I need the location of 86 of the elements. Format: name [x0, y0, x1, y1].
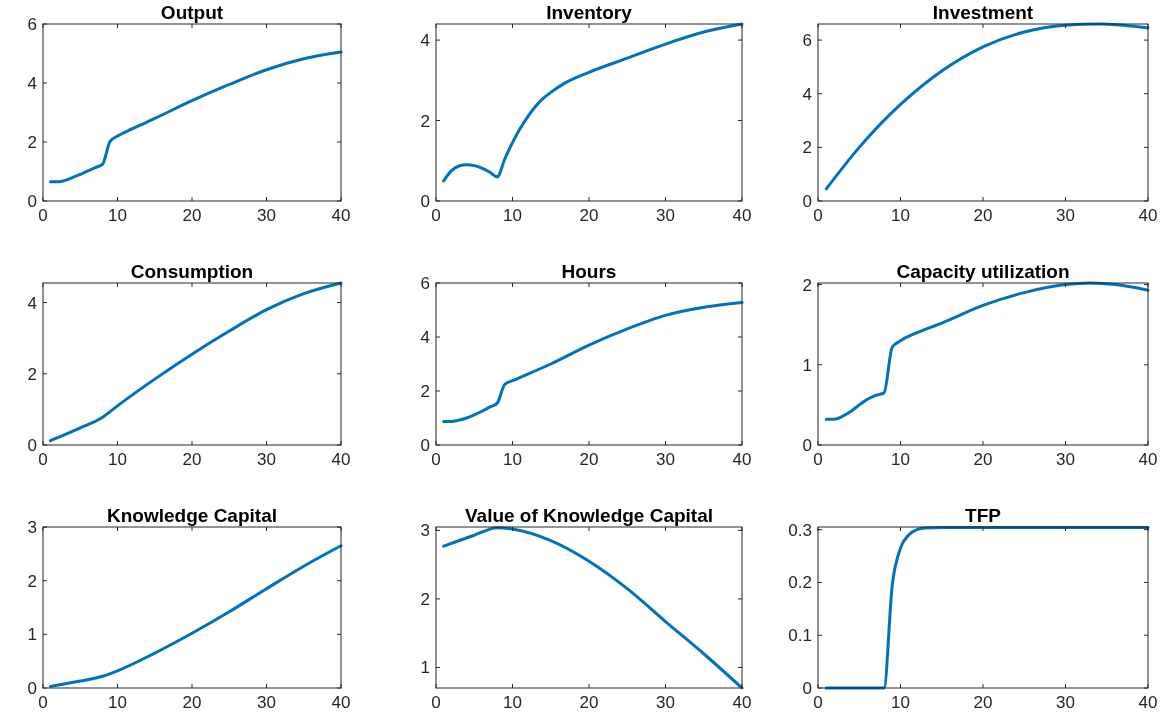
y-tick-label: 3	[27, 518, 37, 537]
chart-title: Capacity utilization	[896, 261, 1070, 282]
x-tick-label: 10	[108, 450, 127, 469]
x-tick-label: 30	[1056, 206, 1075, 225]
x-tick-label: 20	[973, 693, 993, 712]
x-tick-label: 10	[503, 206, 522, 225]
x-tick-label: 20	[973, 206, 993, 225]
y-tick-label: 6	[420, 274, 430, 293]
y-tick-label: 0	[802, 679, 812, 698]
chart-title: Output	[160, 2, 224, 23]
line-series	[48, 50, 343, 184]
x-tick-label: 40	[331, 693, 351, 712]
y-tick-label: 0	[27, 436, 37, 455]
x-tick-label: 40	[331, 450, 351, 469]
chart-title: Hours	[561, 261, 617, 282]
x-tick-label: 30	[1056, 450, 1075, 469]
y-tick-label: 3	[420, 521, 430, 541]
y-tick-label: 4	[420, 31, 430, 51]
x-tick-label: 40	[1138, 206, 1158, 225]
y-tick-label: 1	[420, 658, 430, 678]
x-tick-label: 30	[257, 206, 276, 225]
x-tick-label: 20	[579, 206, 599, 225]
y-tick-label: 0	[420, 436, 430, 455]
y-tick-label: 0.2	[788, 573, 812, 593]
x-tick-label: 20	[182, 693, 202, 712]
x-tick-label: 30	[257, 450, 276, 469]
x-tick-label: 10	[503, 450, 522, 469]
x-tick-label: 10	[891, 693, 910, 712]
y-tick-label: 6	[27, 15, 37, 34]
y-tick-label: 4	[27, 293, 37, 313]
x-tick-label: 30	[656, 450, 675, 469]
x-tick-label: 20	[182, 450, 202, 469]
x-tick-label: 30	[656, 206, 675, 225]
line-series	[48, 281, 343, 443]
line-series	[442, 300, 744, 424]
x-tick-label: 40	[1138, 693, 1158, 712]
x-tick-label: 30	[257, 693, 276, 712]
chart-title: Inventory	[546, 2, 633, 23]
x-tick-label: 30	[656, 693, 675, 712]
x-tick-label: 20	[973, 450, 993, 469]
y-tick-label: 2	[420, 111, 430, 131]
y-tick-label: 0	[802, 192, 812, 211]
y-tick-label: 0	[27, 679, 37, 698]
y-tick-label: 2	[27, 571, 37, 591]
chart-title: Value of Knowledge Capital	[464, 505, 714, 526]
x-tick-label: 40	[732, 693, 752, 712]
line-series	[824, 22, 1150, 191]
y-tick-label: 0.1	[788, 626, 812, 646]
x-tick-label: 20	[579, 693, 599, 712]
y-tick-label: 2	[420, 382, 430, 401]
x-tick-label: 20	[579, 450, 599, 469]
y-tick-label: 2	[27, 133, 37, 152]
x-tick-label: 20	[182, 206, 202, 225]
x-tick-label: 30	[1056, 693, 1075, 712]
line-series	[442, 526, 744, 690]
y-tick-label: 6	[802, 31, 812, 51]
x-tick-label: 40	[732, 450, 752, 469]
x-tick-label: 10	[891, 206, 910, 225]
y-tick-label: 1	[802, 355, 812, 375]
y-tick-label: 1	[27, 625, 37, 645]
x-tick-label: 10	[891, 450, 910, 469]
y-tick-label: 0	[420, 192, 430, 211]
line-series	[48, 544, 343, 688]
y-tick-label: 4	[27, 74, 37, 93]
y-tick-label: 0	[802, 436, 812, 455]
y-tick-label: 4	[420, 328, 430, 347]
chart-title: Investment	[932, 2, 1034, 23]
line-series	[442, 22, 744, 183]
y-tick-label: 4	[802, 84, 812, 104]
chart-title: Consumption	[130, 261, 254, 282]
x-tick-label: 40	[331, 206, 351, 225]
y-tick-label: 2	[802, 275, 812, 295]
chart-title: TFP	[965, 505, 1002, 526]
y-tick-label: 2	[802, 138, 812, 158]
x-tick-label: 10	[108, 206, 127, 225]
line-series	[824, 526, 1150, 690]
y-tick-label: 2	[420, 589, 430, 609]
x-tick-label: 40	[732, 206, 752, 225]
y-tick-label: 0	[27, 192, 37, 211]
x-tick-label: 10	[108, 693, 127, 712]
line-series	[824, 281, 1150, 421]
y-tick-label: 0.3	[788, 520, 812, 540]
x-tick-label: 10	[503, 693, 522, 712]
x-tick-label: 40	[1138, 450, 1158, 469]
chart-title: Knowledge Capital	[107, 505, 277, 526]
y-tick-label: 2	[27, 364, 37, 384]
